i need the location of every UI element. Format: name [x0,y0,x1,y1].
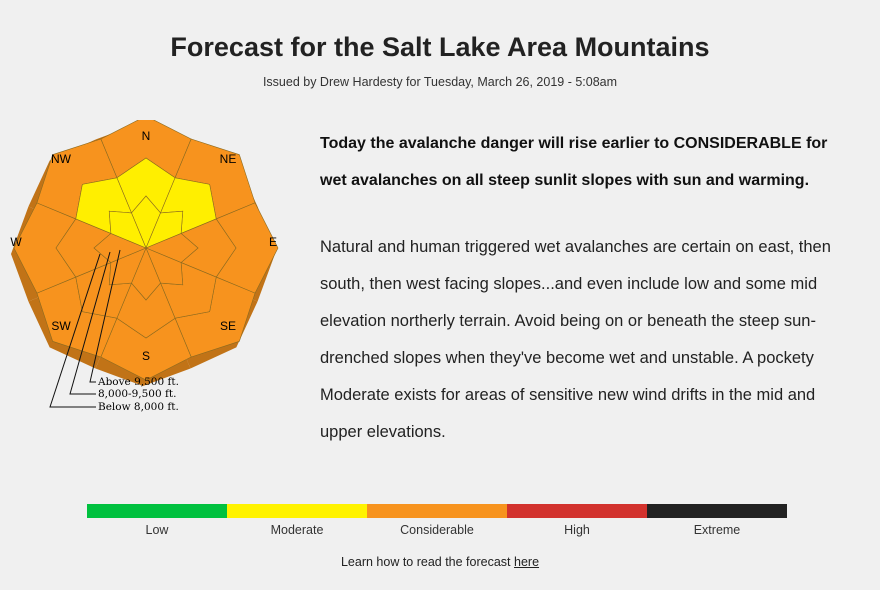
issued-by: Issued by Drew Hardesty for Tuesday, Mar… [262,75,618,89]
danger-rose-graphic: N NE E SE S SW W NW Above 9,500 ft. 8,00… [10,115,279,413]
elevation-label-upper: Above 9,500 ft. [97,376,179,388]
direction-label-n: N [142,129,151,143]
danger-rose: N NE E SE S SW W NW Above 9,500 ft. 8,00… [0,115,300,425]
elevation-label-lower: Below 8,000 ft. [98,401,179,413]
danger-scale-bar [87,504,787,518]
learn-more-text: Learn how to read the forecast [340,555,514,569]
learn-more: Learn how to read the forecast here [0,555,880,569]
direction-label-w: W [10,235,22,249]
scale-label-moderate: Moderate [270,523,324,537]
direction-label-e: E [269,235,277,249]
scale-segment-moderate [227,504,367,518]
scale-segment-considerable [367,504,507,518]
bottom-line-headline: Today the avalanche danger will rise ear… [320,135,828,189]
direction-label-nw: NW [51,152,72,166]
rose-sector-nw-band-0 [108,210,147,249]
scale-label-high: High [564,523,590,537]
scale-label-low: Low [145,523,169,537]
page-title: Forecast for the Salt Lake Area Mountain… [170,32,710,62]
direction-label-sw: SW [51,319,71,333]
direction-label-s: S [142,349,150,363]
bottom-line-body: Natural and human triggered wet avalanch… [320,238,831,441]
elevation-label-mid: 8,000-9,500 ft. [98,388,176,400]
direction-label-ne: NE [220,152,237,166]
direction-label-se: SE [220,319,236,333]
danger-scale-labels: Low Moderate Considerable High Extreme [87,523,787,537]
scale-label-considerable: Considerable [400,523,474,537]
scale-segment-high [507,504,647,518]
scale-label-extreme: Extreme [693,523,741,537]
elevation-leader-lines [49,249,121,408]
scale-segment-extreme [647,504,787,518]
scale-segment-low [87,504,227,518]
learn-more-link[interactable]: here [514,555,540,569]
